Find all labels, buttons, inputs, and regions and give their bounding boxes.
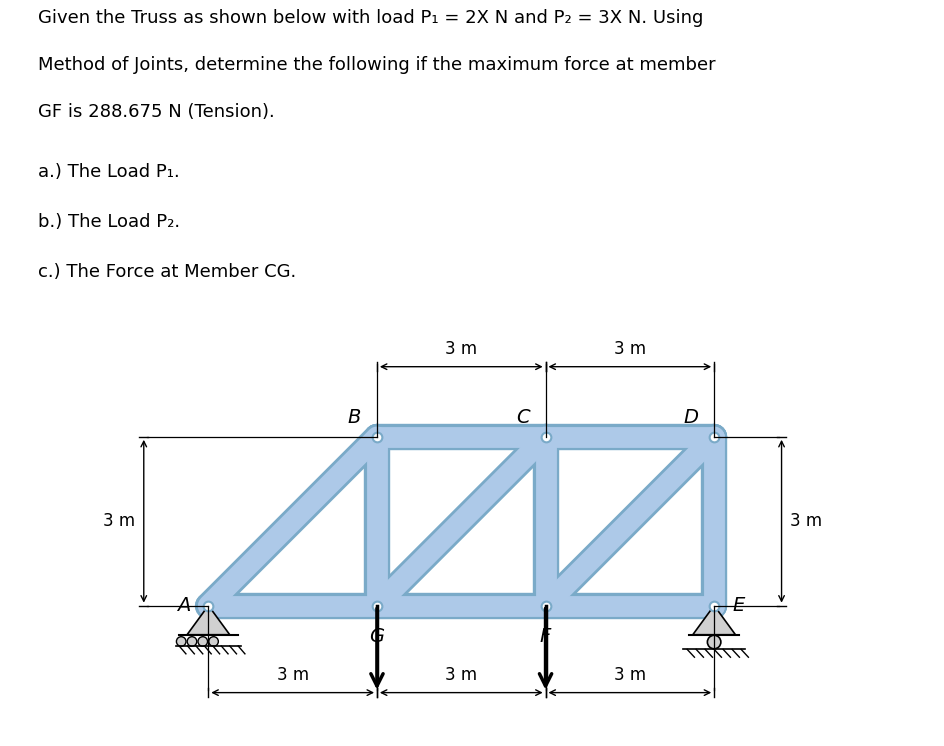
Text: 3 m: 3 m (445, 340, 477, 358)
Circle shape (209, 636, 218, 646)
Text: GF is 288.675 N (Tension).: GF is 288.675 N (Tension). (38, 104, 275, 122)
Text: 3 m: 3 m (789, 513, 821, 530)
Text: Given the Truss as shown below with load P₁ = 2X N and P₂ = 3X N. Using: Given the Truss as shown below with load… (38, 10, 702, 28)
Circle shape (198, 636, 208, 646)
Circle shape (177, 636, 186, 646)
Text: 3 m: 3 m (445, 666, 477, 684)
Text: D: D (683, 408, 698, 427)
Text: 3 m: 3 m (277, 666, 309, 684)
Text: b.) The Load P₂.: b.) The Load P₂. (38, 213, 179, 231)
Text: G: G (369, 627, 384, 646)
Circle shape (187, 636, 196, 646)
Text: a.) The Load P₁.: a.) The Load P₁. (38, 163, 179, 181)
Text: Method of Joints, determine the following if the maximum force at member: Method of Joints, determine the followin… (38, 57, 715, 75)
Text: 3 m: 3 m (613, 666, 645, 684)
Circle shape (707, 636, 720, 649)
Text: c.) The Force at Member CG.: c.) The Force at Member CG. (38, 263, 295, 281)
Text: 3 m: 3 m (613, 340, 645, 358)
Text: F: F (539, 627, 550, 646)
Text: C: C (515, 408, 530, 427)
Polygon shape (692, 606, 734, 635)
Text: 3 m: 3 m (103, 513, 135, 530)
Text: E: E (732, 596, 744, 615)
Polygon shape (187, 606, 229, 635)
Text: A: A (177, 596, 190, 615)
Text: B: B (347, 408, 361, 427)
